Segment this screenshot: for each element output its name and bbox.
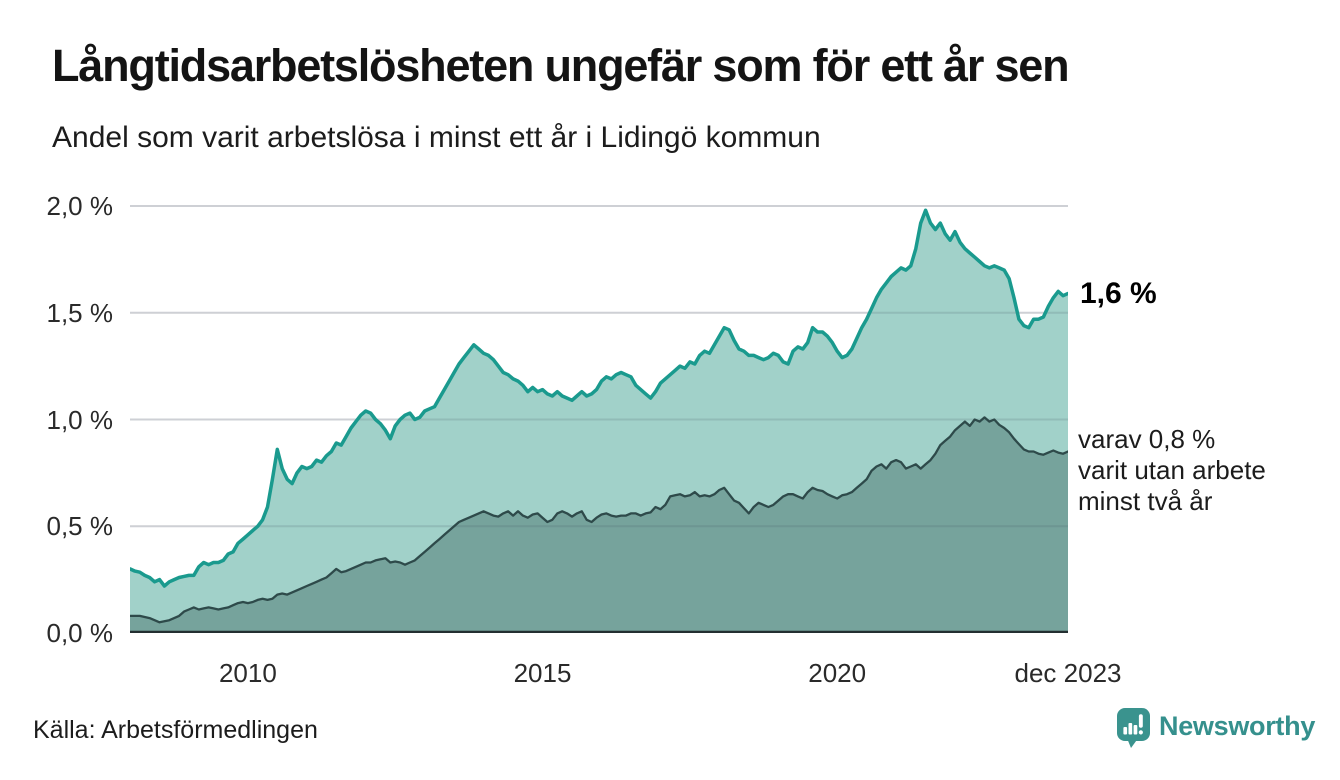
- two-year-line: [130, 416, 1068, 624]
- total-end-label: 1,6 %: [1080, 276, 1157, 310]
- y-tick-label: 2,0 %: [46, 191, 114, 221]
- y-tick-label: 1,5 %: [46, 297, 114, 328]
- source-note: Källa: Arbetsförmedlingen: [33, 716, 318, 744]
- two-year-end-label: varav 0,8 % varit utan arbete minst två år: [1078, 424, 1266, 517]
- two-year-end-label-line: varit utan arbete: [1078, 454, 1266, 485]
- two-year-end-label-line: minst två år: [1078, 485, 1213, 516]
- two-year-end-label-line: varav 0,8 %: [1078, 423, 1216, 454]
- gridlines-overlay: [130, 205, 1068, 528]
- brand-wordmark: Newsworthy: [1159, 711, 1316, 741]
- page-subtitle: Andel som varit arbetslösa i minst ett å…: [52, 121, 821, 154]
- total-area-fill: [130, 210, 1068, 633]
- x-tick-label: dec 2023: [1014, 658, 1122, 688]
- y-tick-label: 0,5 %: [46, 511, 114, 542]
- page-title: Långtidsarbetslösheten ungefär som för e…: [52, 40, 1070, 91]
- two-year-area-fill: [130, 417, 1068, 633]
- x-tick-label: 2010: [218, 658, 277, 688]
- total-line: [130, 208, 1068, 588]
- brand-lockup[interactable]: Newsworthy: [1117, 708, 1315, 749]
- y-tick-label: 0,0 %: [46, 618, 114, 648]
- x-tick-label: 2015: [513, 658, 572, 688]
- x-tick-label: 2020: [808, 658, 867, 688]
- newsworthy-logo-icon: [1117, 708, 1150, 748]
- area-chart: [130, 205, 1068, 633]
- y-tick-label: 1,0 %: [46, 404, 114, 435]
